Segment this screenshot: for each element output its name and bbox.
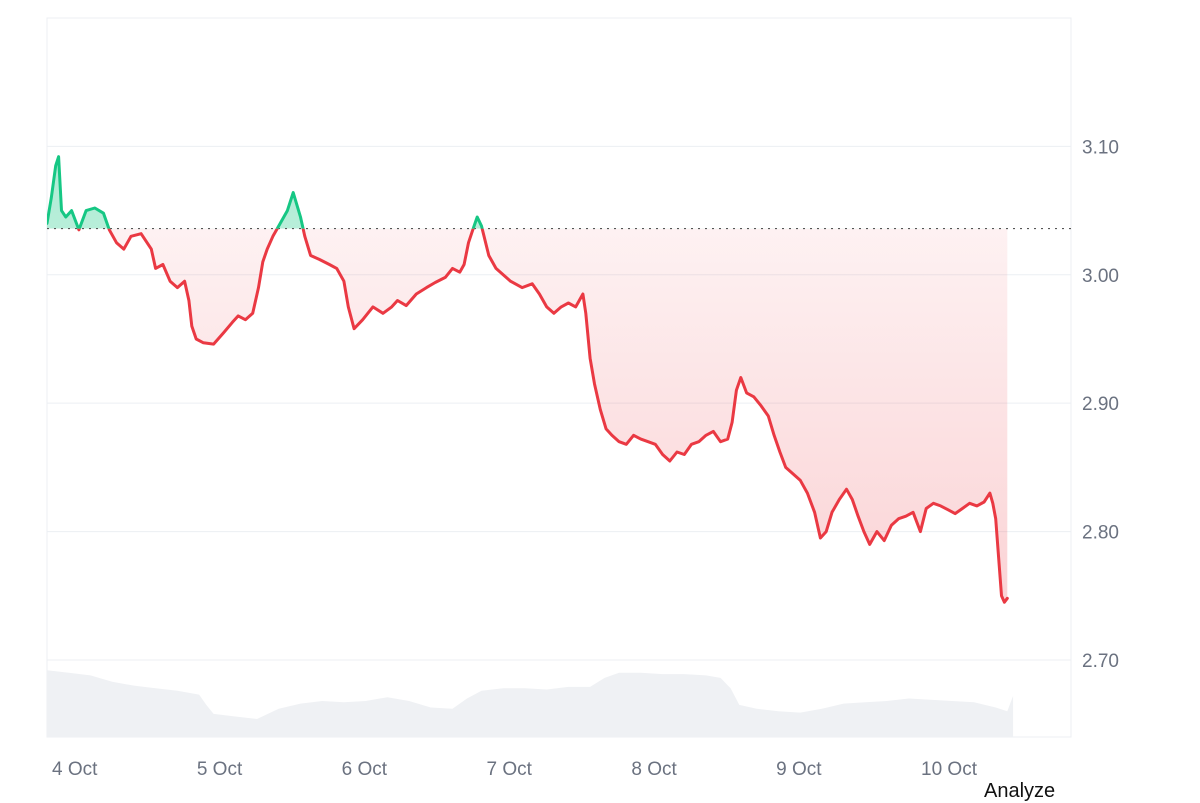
x-axis-ticks: 4 Oct 5 Oct 6 Oct 7 Oct 8 Oct 9 Oct 10 Oct	[52, 759, 978, 780]
price-line-down	[76, 228, 1009, 604]
y-tick-label: 2.70	[1082, 651, 1119, 672]
y-tick-label: 3.00	[1082, 266, 1119, 287]
x-tick-label: 6 Oct	[342, 759, 388, 780]
analyze-button[interactable]: Analyze	[984, 780, 1056, 802]
x-tick-label: 8 Oct	[631, 759, 677, 780]
up-fill-area	[47, 156, 483, 229]
x-tick-label: 5 Oct	[197, 759, 243, 780]
y-tick-label: 2.90	[1082, 394, 1119, 415]
y-tick-label: 2.80	[1082, 523, 1119, 544]
volume-area	[47, 670, 1014, 737]
down-fill-area	[47, 228, 1008, 603]
x-tick-label: 9 Oct	[776, 759, 822, 780]
y-tick-label: 3.10	[1082, 137, 1119, 158]
x-tick-label: 7 Oct	[487, 759, 533, 780]
x-tick-label: 10 Oct	[921, 759, 978, 780]
x-tick-label: 4 Oct	[52, 759, 98, 780]
y-axis-ticks: 2.70 2.80 2.90 3.00 3.10	[1082, 137, 1119, 672]
